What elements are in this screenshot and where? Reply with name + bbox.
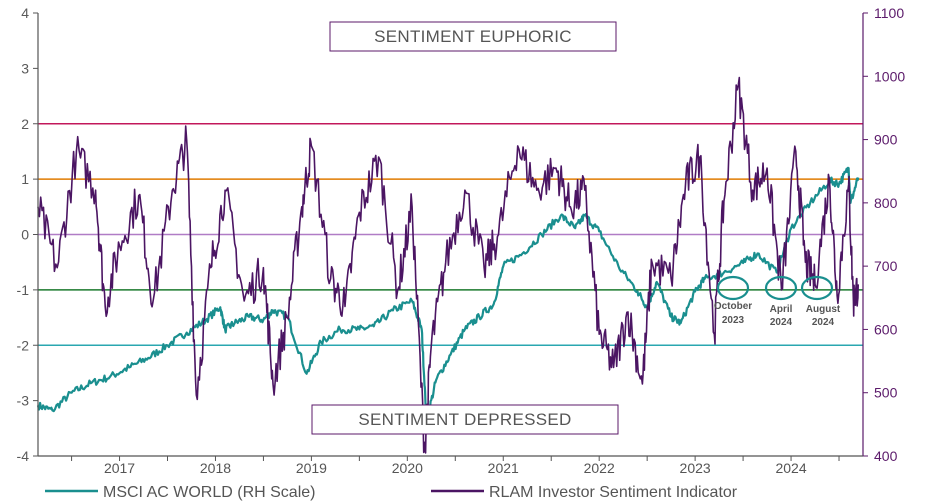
legend-label-rlam: RLAM Investor Sentiment Indicator — [489, 484, 738, 501]
right-tick-label: 1000 — [874, 68, 905, 84]
circled-point-april-2024: April 2024 — [764, 275, 798, 328]
right-tick-label: 800 — [874, 195, 898, 211]
left-tick-label: 0 — [21, 227, 29, 243]
circled-point-label-line1: August — [806, 304, 841, 315]
right-tick-label: 1100 — [874, 5, 904, 21]
left-tick-label: 3 — [21, 60, 29, 76]
circled-point-label-line2: 2024 — [812, 317, 835, 328]
right-tick-label: 600 — [874, 321, 898, 337]
left-axis-ticks: 4 3 2 1 0 -1 -2 -3 -4 — [17, 5, 38, 464]
x-tick-label: 2017 — [104, 460, 135, 476]
right-tick-label: 900 — [874, 132, 898, 148]
left-tick-label: 1 — [21, 171, 29, 187]
series-line — [37, 76, 859, 454]
x-tick-label: 2020 — [392, 460, 423, 476]
annotation-depressed-box — [311, 404, 619, 435]
right-axis-ticks: 1100 1000 900 800 700 600 500 400 — [863, 5, 905, 464]
reference-lines — [38, 123, 863, 346]
series-line — [36, 166, 860, 423]
series-lines — [36, 76, 860, 454]
left-tick-label: 2 — [21, 116, 29, 132]
x-tick-label: 2018 — [200, 460, 231, 476]
x-tick-label: 2019 — [296, 460, 327, 476]
circled-point-october-2023: October 2023 — [714, 275, 752, 326]
x-tick-label: 2022 — [584, 460, 615, 476]
circled-point-august-2024: August 2024 — [800, 275, 841, 328]
annotation-euphoric-box — [329, 21, 617, 52]
x-tick-label: 2023 — [680, 460, 711, 476]
left-tick-label: -3 — [17, 393, 30, 409]
circle-marker — [764, 275, 798, 301]
circle-marker — [800, 275, 834, 301]
x-tick-label: 2021 — [488, 460, 519, 476]
circled-point-label-line2: 2024 — [770, 317, 793, 328]
left-tick-label: -2 — [17, 337, 30, 353]
left-tick-label: 4 — [21, 5, 29, 21]
x-axis-ticks: 2017 2018 2019 2020 2021 2022 2023 2024 — [71, 456, 840, 476]
circled-point-label-line1: April — [770, 304, 793, 315]
circled-point-label-line2: 2023 — [722, 315, 745, 326]
legend-label-msci: MSCI AC WORLD (RH Scale) — [103, 484, 315, 501]
right-tick-label: 400 — [874, 448, 898, 464]
legend: MSCI AC WORLD (RH Scale) RLAM Investor S… — [45, 484, 738, 501]
annotation-euphoric-text: SENTIMENT EUPHORIC — [374, 27, 572, 46]
right-tick-label: 700 — [874, 258, 898, 274]
x-tick-label: 2024 — [775, 460, 806, 476]
left-tick-label: -4 — [17, 448, 30, 464]
left-tick-label: -1 — [17, 282, 30, 298]
annotation-euphoric: SENTIMENT EUPHORIC — [329, 21, 617, 52]
annotation-depressed-text: SENTIMENT DEPRESSED — [358, 410, 571, 429]
circled-point-label-line1: October — [714, 301, 752, 312]
right-tick-label: 500 — [874, 385, 898, 401]
circle-marker — [716, 275, 750, 301]
annotation-depressed: SENTIMENT DEPRESSED — [311, 404, 619, 435]
